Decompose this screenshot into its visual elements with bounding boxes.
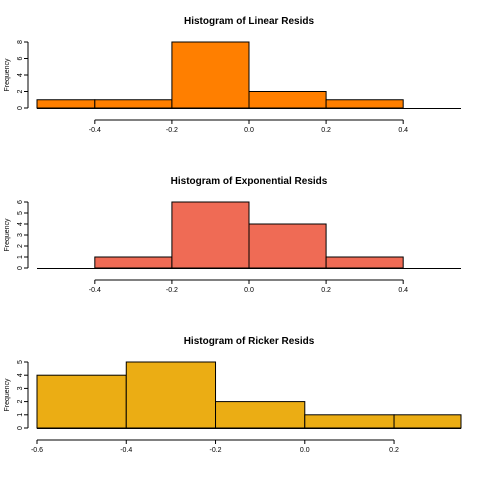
x-tick-label: 0.4 [398, 287, 408, 294]
chart-title: Histogram of Exponential Resids [171, 176, 328, 187]
x-tick-label: -0.4 [89, 127, 101, 134]
x-tick-label: -0.4 [89, 287, 101, 294]
histogram-bar [325, 99, 404, 109]
y-tick-label: 1 [17, 255, 24, 259]
y-tick-label: 6 [17, 56, 24, 60]
chart-title: Histogram of Ricker Resids [184, 336, 315, 347]
histogram-bar [36, 374, 127, 429]
histogram-ricker-resids-panel: Histogram of Ricker Resids Frequency -0.6 -… [4, 336, 462, 454]
x-tick-label: -0.2 [209, 447, 221, 454]
y-axis-label: Frequency [4, 378, 11, 412]
x-tick-label: 0.0 [244, 127, 254, 134]
y-tick-label: 0 [17, 106, 24, 110]
y-tick-label: 4 [17, 222, 24, 226]
y-axis-label: Frequency [4, 218, 11, 252]
y-tick-label: 4 [17, 73, 24, 77]
histogram-exponential-resids-panel: Histogram of Exponential Resids Frequency… [4, 176, 461, 294]
y-tick-label: 3 [17, 386, 24, 390]
x-tick-label: 0.0 [300, 447, 310, 454]
y-tick-label: 2 [17, 400, 24, 404]
y-tick-label: 8 [17, 40, 24, 44]
histogram-bar [248, 91, 327, 109]
histogram-bar [325, 256, 404, 269]
x-tick-label: -0.4 [120, 447, 132, 454]
histogram-bar [36, 99, 96, 109]
y-tick-label: 4 [17, 373, 24, 377]
x-tick-label: 0.2 [321, 127, 331, 134]
histogram-bar [248, 223, 327, 269]
x-tick-label: -0.2 [166, 287, 178, 294]
histogram-bar [393, 414, 462, 429]
x-tick-label: 0.2 [389, 447, 399, 454]
x-tick-label: 0.2 [321, 287, 331, 294]
chart-title: Histogram of Linear Resids [184, 16, 314, 27]
histogram-bar [171, 201, 250, 269]
y-tick-label: 1 [17, 413, 24, 417]
histogram-bar [304, 414, 395, 429]
y-tick-label: 2 [17, 89, 24, 93]
y-tick-label: 3 [17, 233, 24, 237]
histogram-bar [125, 361, 217, 429]
y-tick-label: 5 [17, 360, 24, 364]
histogram-bar [94, 256, 173, 269]
histogram-linear-resids-panel: Histogram of Linear Resids Frequency -0.4 -… [4, 16, 461, 134]
x-tick-label: -0.6 [31, 447, 43, 454]
y-tick-label: 2 [17, 244, 24, 248]
x-tick-label: 0.0 [244, 287, 254, 294]
y-tick-label: 5 [17, 211, 24, 215]
x-tick-label: 0.4 [398, 127, 408, 134]
y-tick-label: 6 [17, 200, 24, 204]
y-tick-label: 0 [17, 426, 24, 430]
y-axis-label: Frequency [4, 58, 11, 92]
y-tick-label: 0 [17, 266, 24, 270]
histogram-bar [215, 401, 306, 429]
histogram-bar [94, 99, 173, 109]
histogram-bar [171, 41, 250, 109]
x-tick-label: -0.2 [166, 127, 178, 134]
